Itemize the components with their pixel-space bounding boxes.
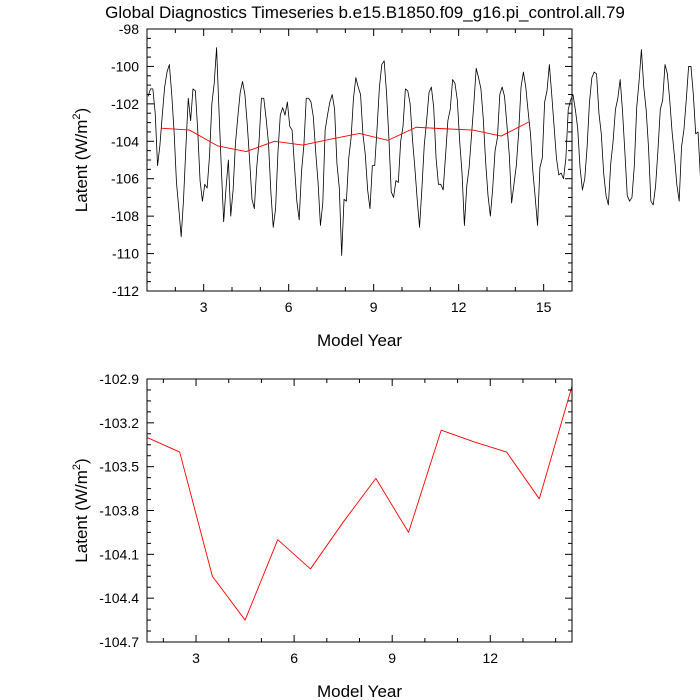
series-line-annual [161,121,530,153]
x-tick-label: 3 [192,650,200,666]
figure-title: Global Diagnostics Timeseries b.e15.B185… [105,3,625,22]
top-plot: 3 6 9 12 15 -112 -110 -108 -106 -104 -102 -100 -98 Mo… [71,21,700,350]
y-axis-label-close: ) [72,108,91,114]
y-axis-label-main: Latent (W/m [72,120,91,213]
x-tick-label: 15 [536,299,552,315]
y-tick-label: -104.7 [99,634,139,650]
y-tick-label: -104.4 [99,590,139,606]
y-tick-label: -100 [111,58,139,74]
y-tick-label: -104 [111,133,139,149]
y-tick-label: -102 [111,96,139,112]
y-tick-label: -98 [119,21,139,37]
y-tick-label: -106 [111,171,139,187]
x-tick-label: 12 [482,650,498,666]
y-axis-label-main: Latent (W/m [72,470,91,563]
plot-frame [146,378,573,643]
x-tick-label: 6 [290,650,298,666]
x-axis-label: Model Year [317,331,402,350]
x-axis-label: Model Year [317,682,402,700]
y-tick-label: -102.9 [99,371,139,387]
y-axis-label-sup: 2 [71,464,83,470]
y-axis-label-sup: 2 [71,113,83,119]
y-tick-label: -104.1 [99,546,139,562]
plot-frame [146,28,573,292]
series-line-monthly [147,47,700,256]
x-tick-label: 9 [370,299,378,315]
y-tick-label: -112 [112,283,139,299]
y-axis-label: Latent (W/m2) [71,108,91,212]
y-tick-label: -103.8 [99,503,139,519]
y-tick-label: -103.5 [99,459,139,475]
y-tick-label: -110 [112,246,139,262]
y-axis-label: Latent (W/m2) [71,458,91,562]
y-tick-label: -108 [111,208,139,224]
series-line-annual [146,386,573,621]
x-tick-label: 6 [285,299,293,315]
x-tick-label: 3 [200,299,208,315]
y-tick-label: -103.2 [99,415,139,431]
bottom-plot: 3 6 9 12 -104.7 -104.4 -104.1 -103.8 -103.5 -103.… [71,371,573,700]
y-axis-label-close: ) [72,458,91,464]
x-tick-label: 12 [451,299,467,315]
x-tick-label: 9 [388,650,396,666]
